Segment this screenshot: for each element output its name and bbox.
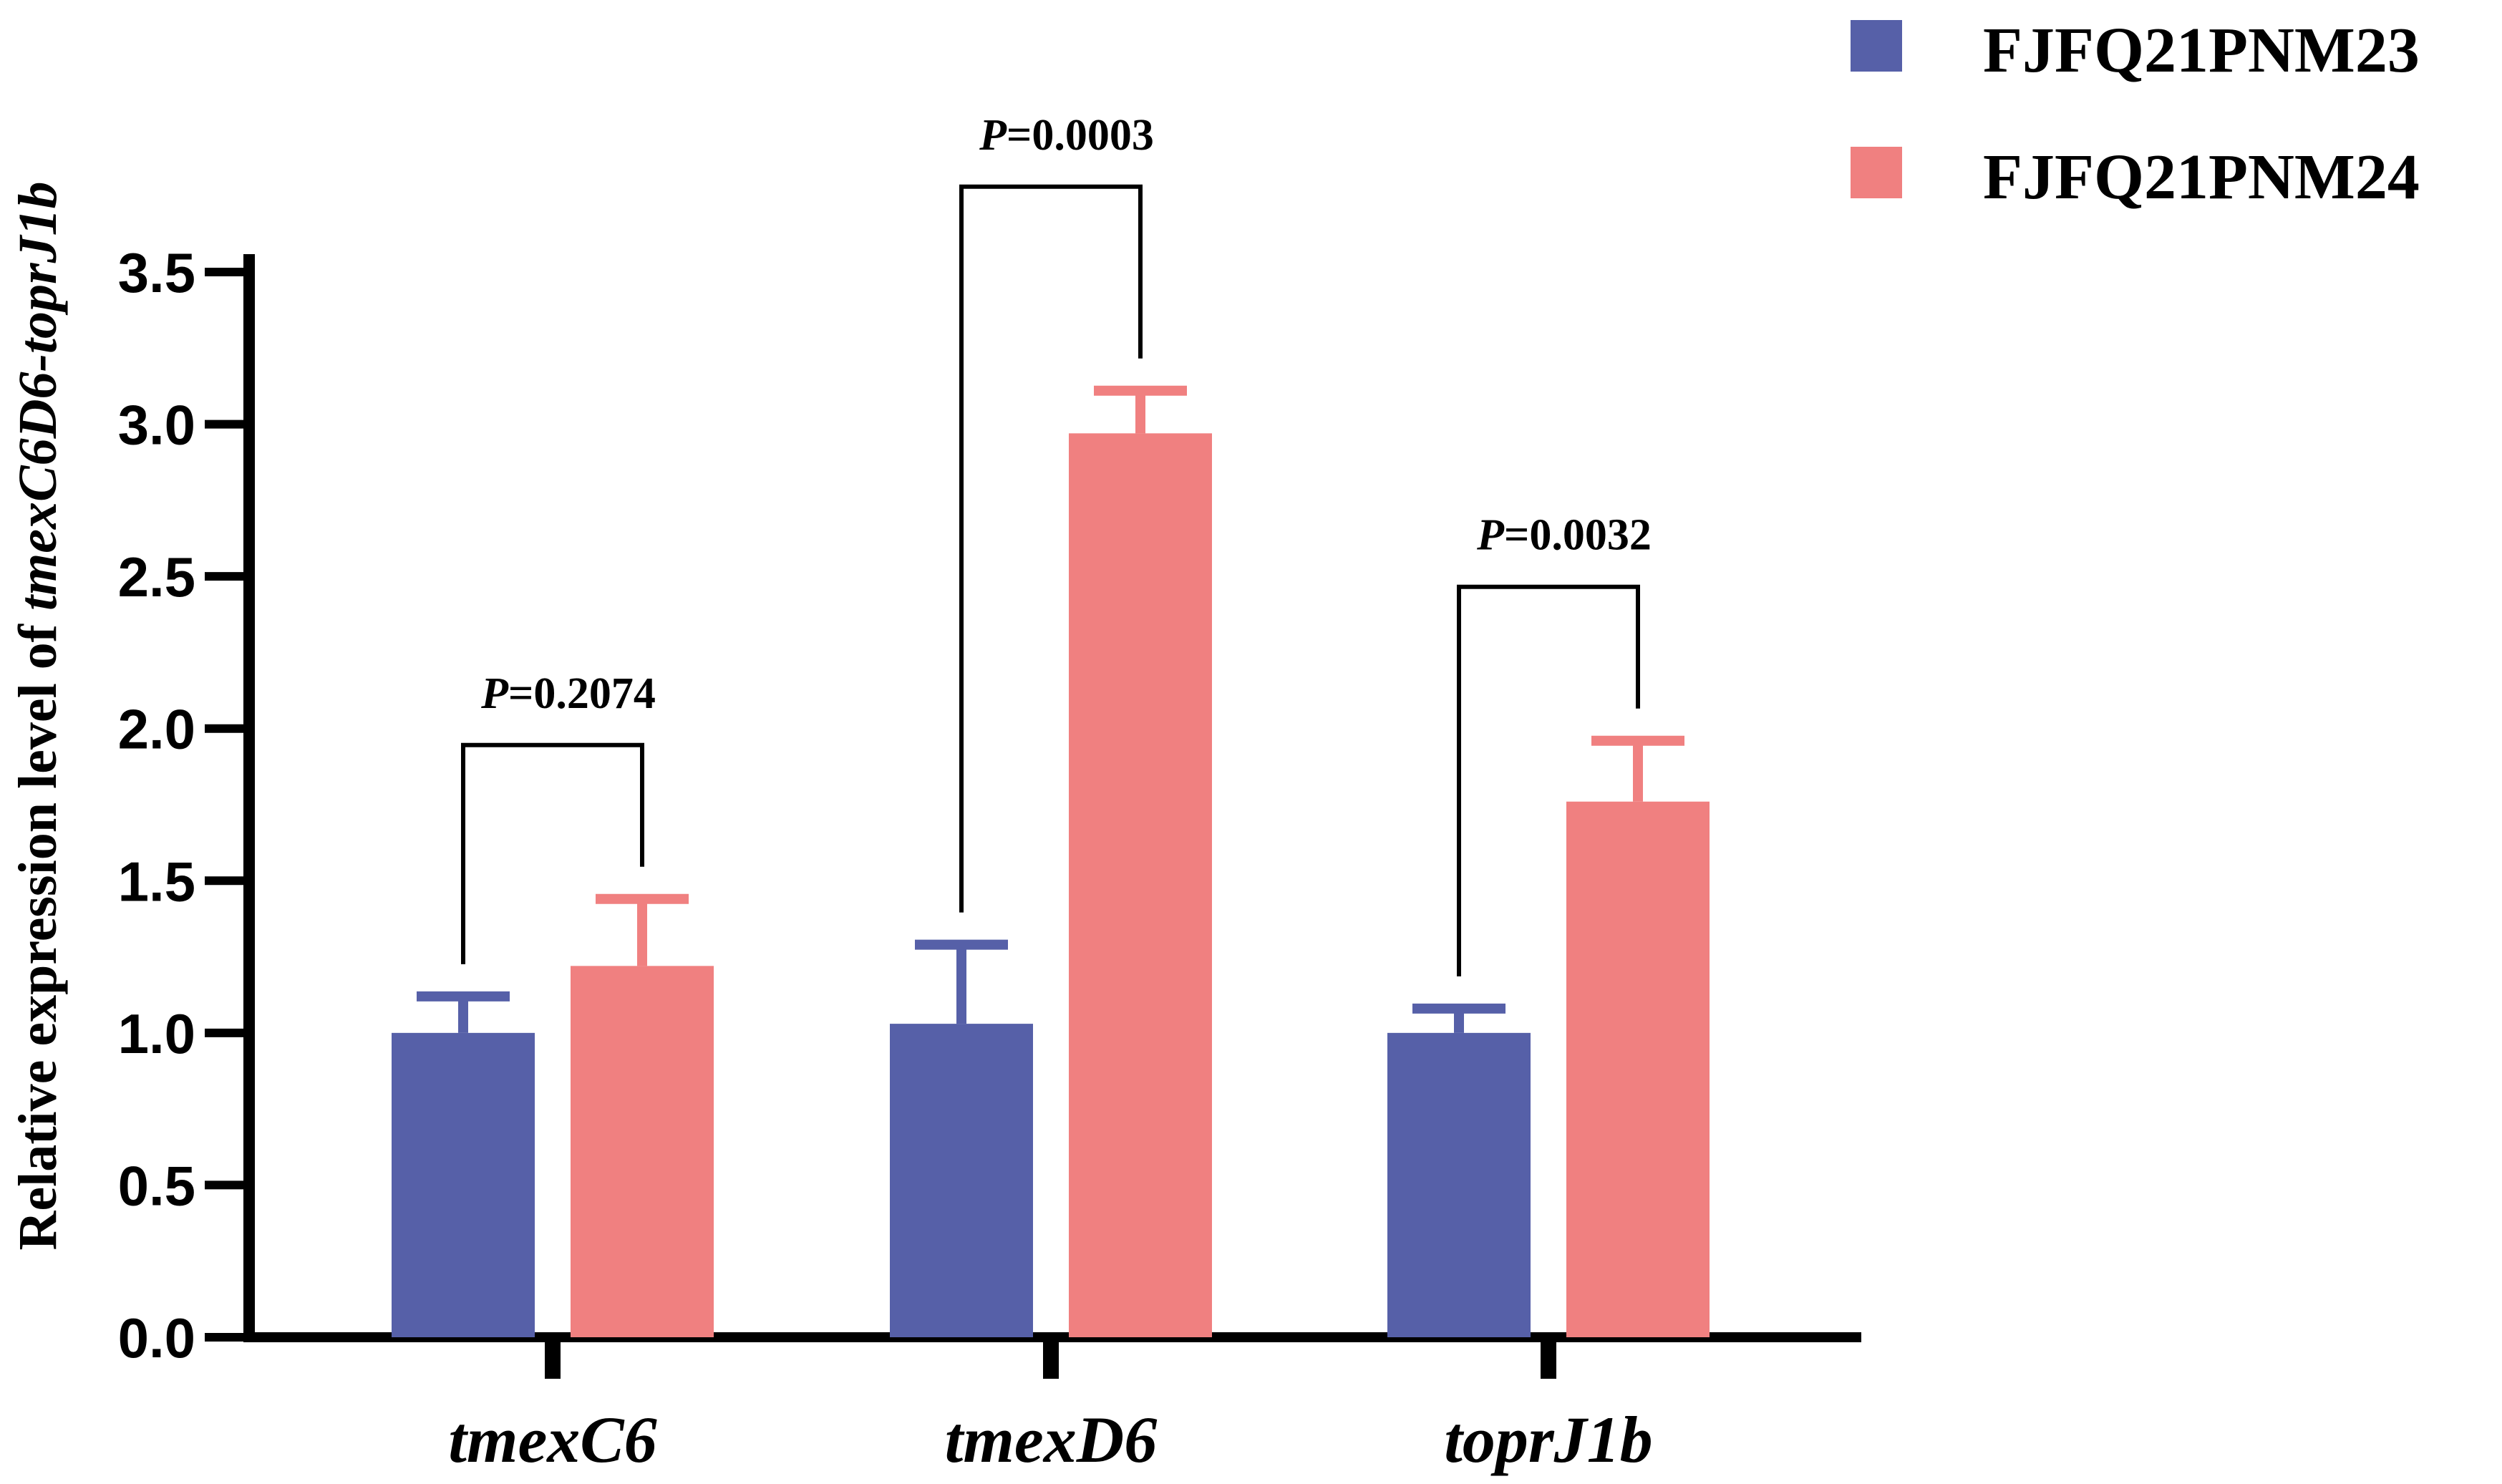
bar xyxy=(571,966,714,1337)
bar xyxy=(1566,801,1710,1337)
legend-label-series-1: FJFQ21PNM23 xyxy=(1983,15,2420,86)
y-axis-label-gene: tmexC6D6-toprJ1b xyxy=(8,181,68,611)
x-category-label: tmexD6 xyxy=(945,1403,1157,1476)
y-tick-label: 2.0 xyxy=(118,698,195,761)
x-category-label: tmexC6 xyxy=(448,1403,656,1476)
bar xyxy=(890,1024,1033,1337)
p-value-label: P=0.0003 xyxy=(979,111,1154,160)
p-value-label: P=0.2074 xyxy=(480,669,656,718)
legend-label-series-2: FJFQ21PNM24 xyxy=(1983,142,2420,213)
p-symbol: P xyxy=(480,669,509,718)
y-axis-label: Relative expression level of tmexC6D6-to… xyxy=(8,181,68,1250)
bar xyxy=(392,1032,535,1337)
significance-bracket xyxy=(461,742,644,964)
bar xyxy=(1069,433,1212,1338)
p-symbol: P xyxy=(1476,511,1505,560)
bars xyxy=(392,385,1710,1338)
y-tick-label: 3.5 xyxy=(118,241,195,304)
legend-swatch-series-2 xyxy=(1851,147,1902,198)
p-value: =0.0032 xyxy=(1504,511,1652,560)
legend: FJFQ21PNM23 FJFQ21PNM24 xyxy=(1851,15,2420,213)
y-tick-label: 0.5 xyxy=(118,1154,195,1217)
p-value: =0.0003 xyxy=(1007,111,1154,160)
p-value: =0.2074 xyxy=(508,669,656,718)
y-axis-label-prefix: Relative expression level of xyxy=(8,611,68,1251)
p-value-label: P=0.0032 xyxy=(1476,511,1652,560)
p-symbol: P xyxy=(979,111,1007,160)
bar xyxy=(1387,1032,1531,1337)
x-category-label: toprJ1b xyxy=(1444,1403,1652,1476)
significance-bracket xyxy=(1457,584,1640,976)
y-tick-label: 0.0 xyxy=(118,1306,195,1369)
y-tick-label: 1.5 xyxy=(118,850,195,913)
legend-swatch-series-1 xyxy=(1851,20,1902,72)
axes: 0.0 0.5 1.0 1.5 2.0 2.5 3.0 3.5 tmexC6 tmexD6 topr… xyxy=(118,241,1861,1476)
y-tick-label: 3.0 xyxy=(118,394,195,457)
significance-bracket xyxy=(959,184,1143,913)
y-tick-label: 2.5 xyxy=(118,545,195,608)
y-tick-label: 1.0 xyxy=(118,1002,195,1065)
